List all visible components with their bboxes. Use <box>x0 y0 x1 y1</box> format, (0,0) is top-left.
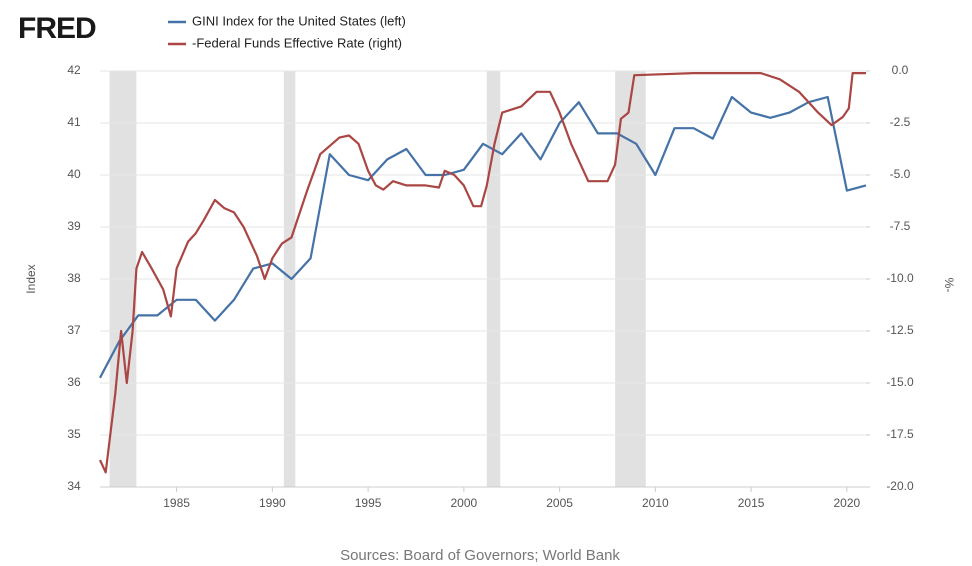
x-tick-label: 2020 <box>833 496 860 510</box>
y2-axis-label: %- <box>942 278 956 293</box>
series-line <box>99 95 867 379</box>
x-tick-label: 2005 <box>546 496 573 510</box>
y2-tick-label: -10.0 <box>886 271 914 285</box>
y-tick-label: 40 <box>67 167 81 181</box>
y2-tick-label: -20.0 <box>886 479 914 493</box>
x-tick-label: 2015 <box>738 496 765 510</box>
y-tick-label: 34 <box>67 479 81 493</box>
y-tick-label: 37 <box>67 323 81 337</box>
legend-label: -Federal Funds Effective Rate (right) <box>192 35 402 50</box>
legend-label: GINI Index for the United States (left) <box>192 13 406 28</box>
y-tick-label: 35 <box>67 427 81 441</box>
fred-logo: FRED <box>18 12 96 45</box>
y2-tick-label: -15.0 <box>886 375 914 389</box>
y-axis-label: Index <box>24 264 38 293</box>
y2-tick-label: -7.5 <box>890 219 911 233</box>
y-tick-label: 41 <box>67 115 81 129</box>
source: Sources: Board of Governors; World Bank <box>340 547 620 564</box>
y-tick-label: 42 <box>67 63 81 77</box>
y2-tick-label: -17.5 <box>886 427 914 441</box>
y2-tick-label: -2.5 <box>890 115 911 129</box>
y2-tick-label: 0.0 <box>892 63 909 77</box>
y2-tick-label: -12.5 <box>886 323 914 337</box>
x-tick-label: 1995 <box>355 496 382 510</box>
x-tick-label: 2010 <box>642 496 669 510</box>
series-line <box>99 71 866 474</box>
y-tick-label: 36 <box>67 375 81 389</box>
x-tick-label: 1990 <box>259 496 286 510</box>
y-tick-label: 38 <box>67 271 81 285</box>
y2-tick-label: -5.0 <box>890 167 911 181</box>
x-tick-label: 2000 <box>450 496 477 510</box>
y-tick-label: 39 <box>67 219 81 233</box>
x-tick-label: 1985 <box>163 496 190 510</box>
